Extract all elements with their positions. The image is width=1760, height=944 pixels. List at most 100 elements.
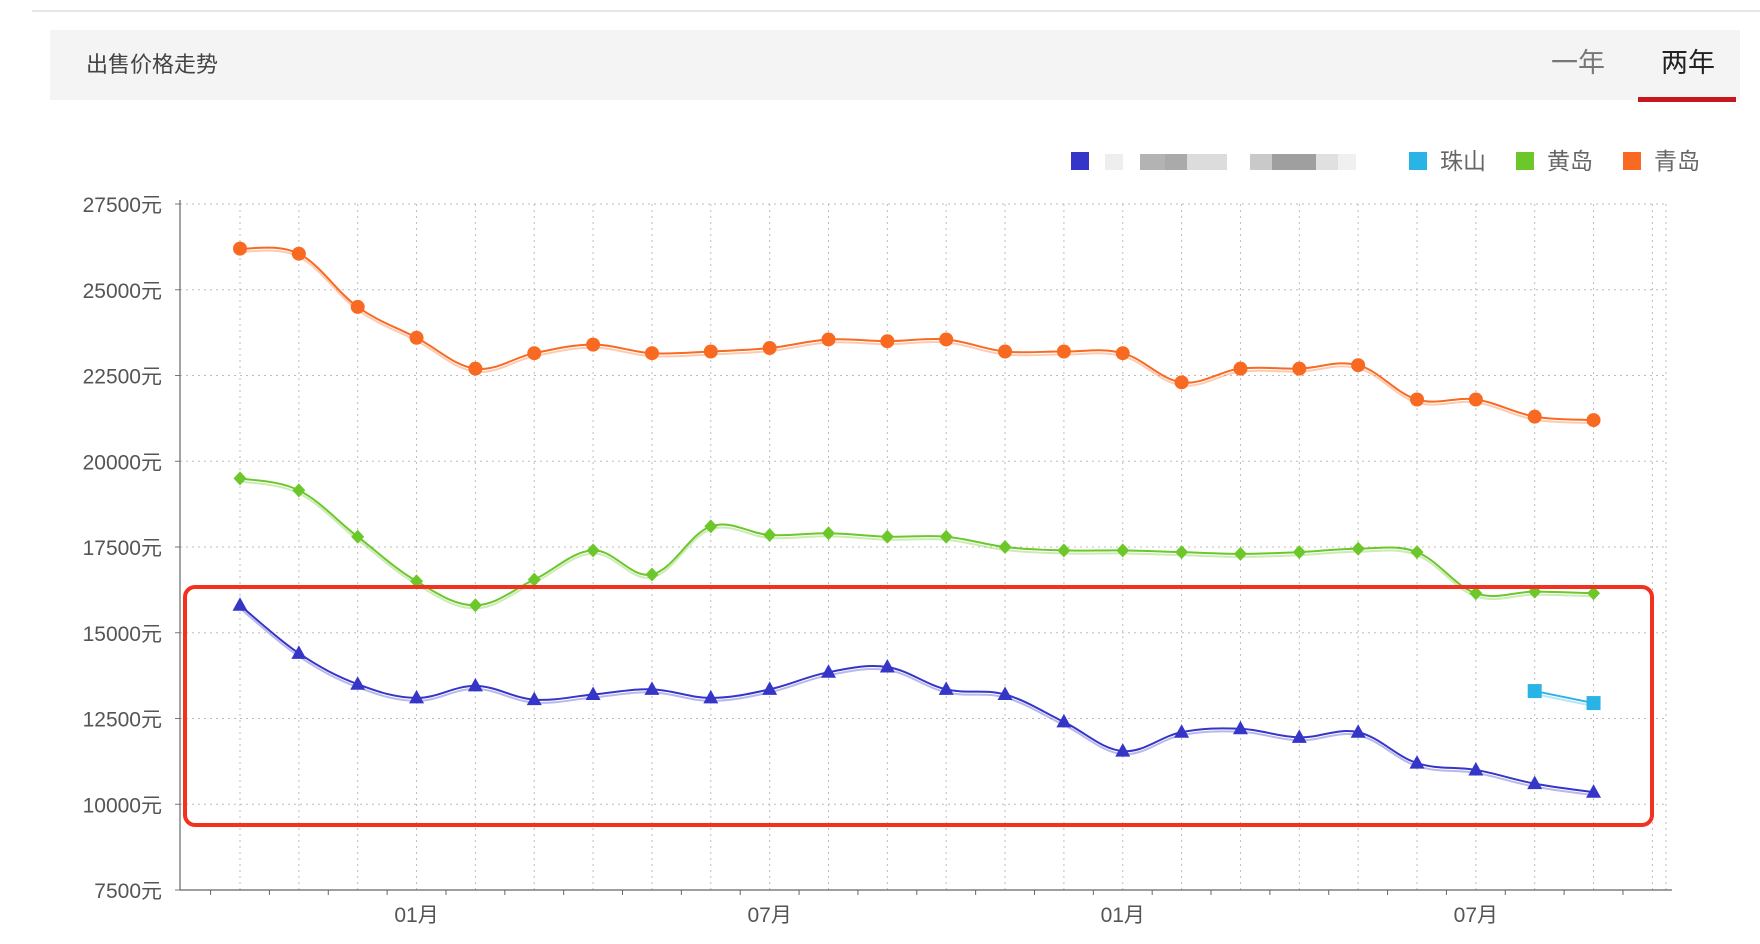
- data-point-huangdao: [1351, 541, 1365, 556]
- data-point-huangdao: [1116, 543, 1130, 558]
- data-point-qingdao: [880, 334, 895, 349]
- data-point-qingdao: [644, 346, 659, 361]
- data-point-unlabeled: [997, 686, 1013, 700]
- data-point-qingdao: [1468, 392, 1483, 407]
- data-point-zhushan: [1586, 696, 1601, 711]
- data-point-huangdao: [468, 598, 482, 613]
- y-tick-label: 20000元: [83, 451, 162, 474]
- legend-swatch: [1623, 152, 1641, 170]
- data-point-qingdao: [1527, 409, 1542, 424]
- data-point-unlabeled: [1527, 775, 1543, 790]
- data-point-huangdao: [1410, 545, 1424, 560]
- data-point-zhushan: [1527, 684, 1542, 699]
- series-line-qingdao: [239, 246, 1594, 422]
- data-point-unlabeled: [1409, 755, 1425, 769]
- data-point-unlabeled: [409, 689, 425, 704]
- data-point-huangdao: [586, 543, 600, 558]
- y-tick-label: 7500元: [94, 880, 162, 903]
- y-tick-label: 27500元: [83, 194, 162, 217]
- x-tick-label: 07月: [747, 904, 791, 927]
- data-point-unlabeled: [1174, 724, 1190, 738]
- data-point-unlabeled: [1350, 724, 1366, 738]
- y-tick-label: 15000元: [83, 623, 162, 646]
- legend-label: 黄岛: [1547, 148, 1593, 174]
- legend-swatch: [1409, 152, 1427, 170]
- data-point-qingdao: [1056, 344, 1071, 359]
- series-line-shadow-unlabeled: [239, 607, 1594, 797]
- data-point-qingdao: [1174, 375, 1189, 390]
- data-point-huangdao: [939, 529, 953, 544]
- data-point-huangdao: [998, 540, 1012, 554]
- data-point-qingdao: [821, 332, 836, 347]
- data-point-unlabeled: [1056, 713, 1072, 728]
- data-point-unlabeled: [821, 664, 836, 678]
- x-tick-label: 01月: [394, 904, 438, 927]
- data-point-unlabeled: [232, 597, 248, 611]
- data-point-qingdao: [586, 337, 601, 352]
- data-point-unlabeled: [703, 689, 719, 704]
- series-line-zhushan: [1534, 690, 1594, 705]
- data-point-unlabeled: [1291, 729, 1307, 743]
- data-point-unlabeled: [1468, 761, 1484, 776]
- data-point-qingdao: [291, 246, 306, 261]
- legend-label-redacted: [1165, 154, 1187, 170]
- data-point-qingdao: [762, 341, 777, 356]
- data-point-huangdao: [351, 529, 365, 544]
- data-point-qingdao: [527, 346, 542, 361]
- series-line-shadow-huangdao: [239, 480, 1594, 610]
- data-point-huangdao: [1469, 586, 1483, 601]
- data-point-unlabeled: [879, 659, 895, 673]
- data-point-qingdao: [1292, 361, 1307, 376]
- data-point-huangdao: [822, 526, 835, 541]
- legend-label-redacted: [1187, 154, 1227, 170]
- data-point-huangdao: [763, 527, 777, 542]
- legend-label-redacted: [1272, 154, 1316, 170]
- data-point-qingdao: [1351, 358, 1366, 373]
- series-line-shadow-zhushan: [1534, 693, 1594, 708]
- data-point-unlabeled: [585, 686, 601, 700]
- data-point-unlabeled: [762, 681, 778, 695]
- data-point-huangdao: [1292, 545, 1306, 560]
- legend-label-redacted: [1105, 154, 1123, 170]
- legend-label-redacted: [1140, 154, 1165, 170]
- data-point-huangdao: [1057, 543, 1071, 558]
- data-point-unlabeled: [1115, 743, 1131, 757]
- data-point-unlabeled: [291, 645, 307, 659]
- data-point-huangdao: [1175, 545, 1189, 560]
- legend-swatch: [1071, 152, 1089, 170]
- data-point-unlabeled: [1586, 784, 1602, 798]
- x-tick-label: 07月: [1454, 904, 1498, 927]
- data-point-qingdao: [409, 330, 424, 345]
- data-point-huangdao: [410, 574, 424, 589]
- tab-two-years[interactable]: 两年: [1661, 48, 1715, 78]
- tab-one-year[interactable]: 一年: [1551, 48, 1605, 78]
- data-point-huangdao: [233, 471, 247, 486]
- y-tick-label: 10000元: [83, 794, 162, 817]
- data-point-huangdao: [1233, 546, 1247, 561]
- data-point-qingdao: [1410, 392, 1424, 407]
- data-point-unlabeled: [1232, 720, 1248, 735]
- data-point-huangdao: [292, 483, 306, 498]
- data-point-huangdao: [1587, 586, 1601, 601]
- active-tab-indicator: [1638, 97, 1736, 102]
- chart-title: 出售价格走势: [86, 52, 219, 77]
- y-tick-label: 17500元: [83, 537, 162, 560]
- data-point-qingdao: [233, 241, 247, 256]
- data-point-huangdao: [645, 567, 659, 582]
- data-point-unlabeled: [526, 691, 542, 706]
- data-point-huangdao: [527, 572, 541, 587]
- data-point-unlabeled: [467, 677, 483, 692]
- highlight-box: [183, 585, 1654, 827]
- data-point-huangdao: [704, 519, 718, 534]
- data-point-qingdao: [468, 361, 483, 376]
- data-point-unlabeled: [938, 681, 954, 695]
- data-point-unlabeled: [644, 681, 660, 695]
- legend-label-redacted: [1250, 154, 1272, 170]
- legend-swatch: [1516, 152, 1534, 170]
- legend-label: 青岛: [1654, 148, 1700, 174]
- chart-header: 出售价格走势 一年 两年: [50, 30, 1740, 102]
- data-point-qingdao: [1115, 346, 1130, 361]
- legend-label-redacted: [1338, 154, 1356, 170]
- data-point-qingdao: [939, 332, 954, 347]
